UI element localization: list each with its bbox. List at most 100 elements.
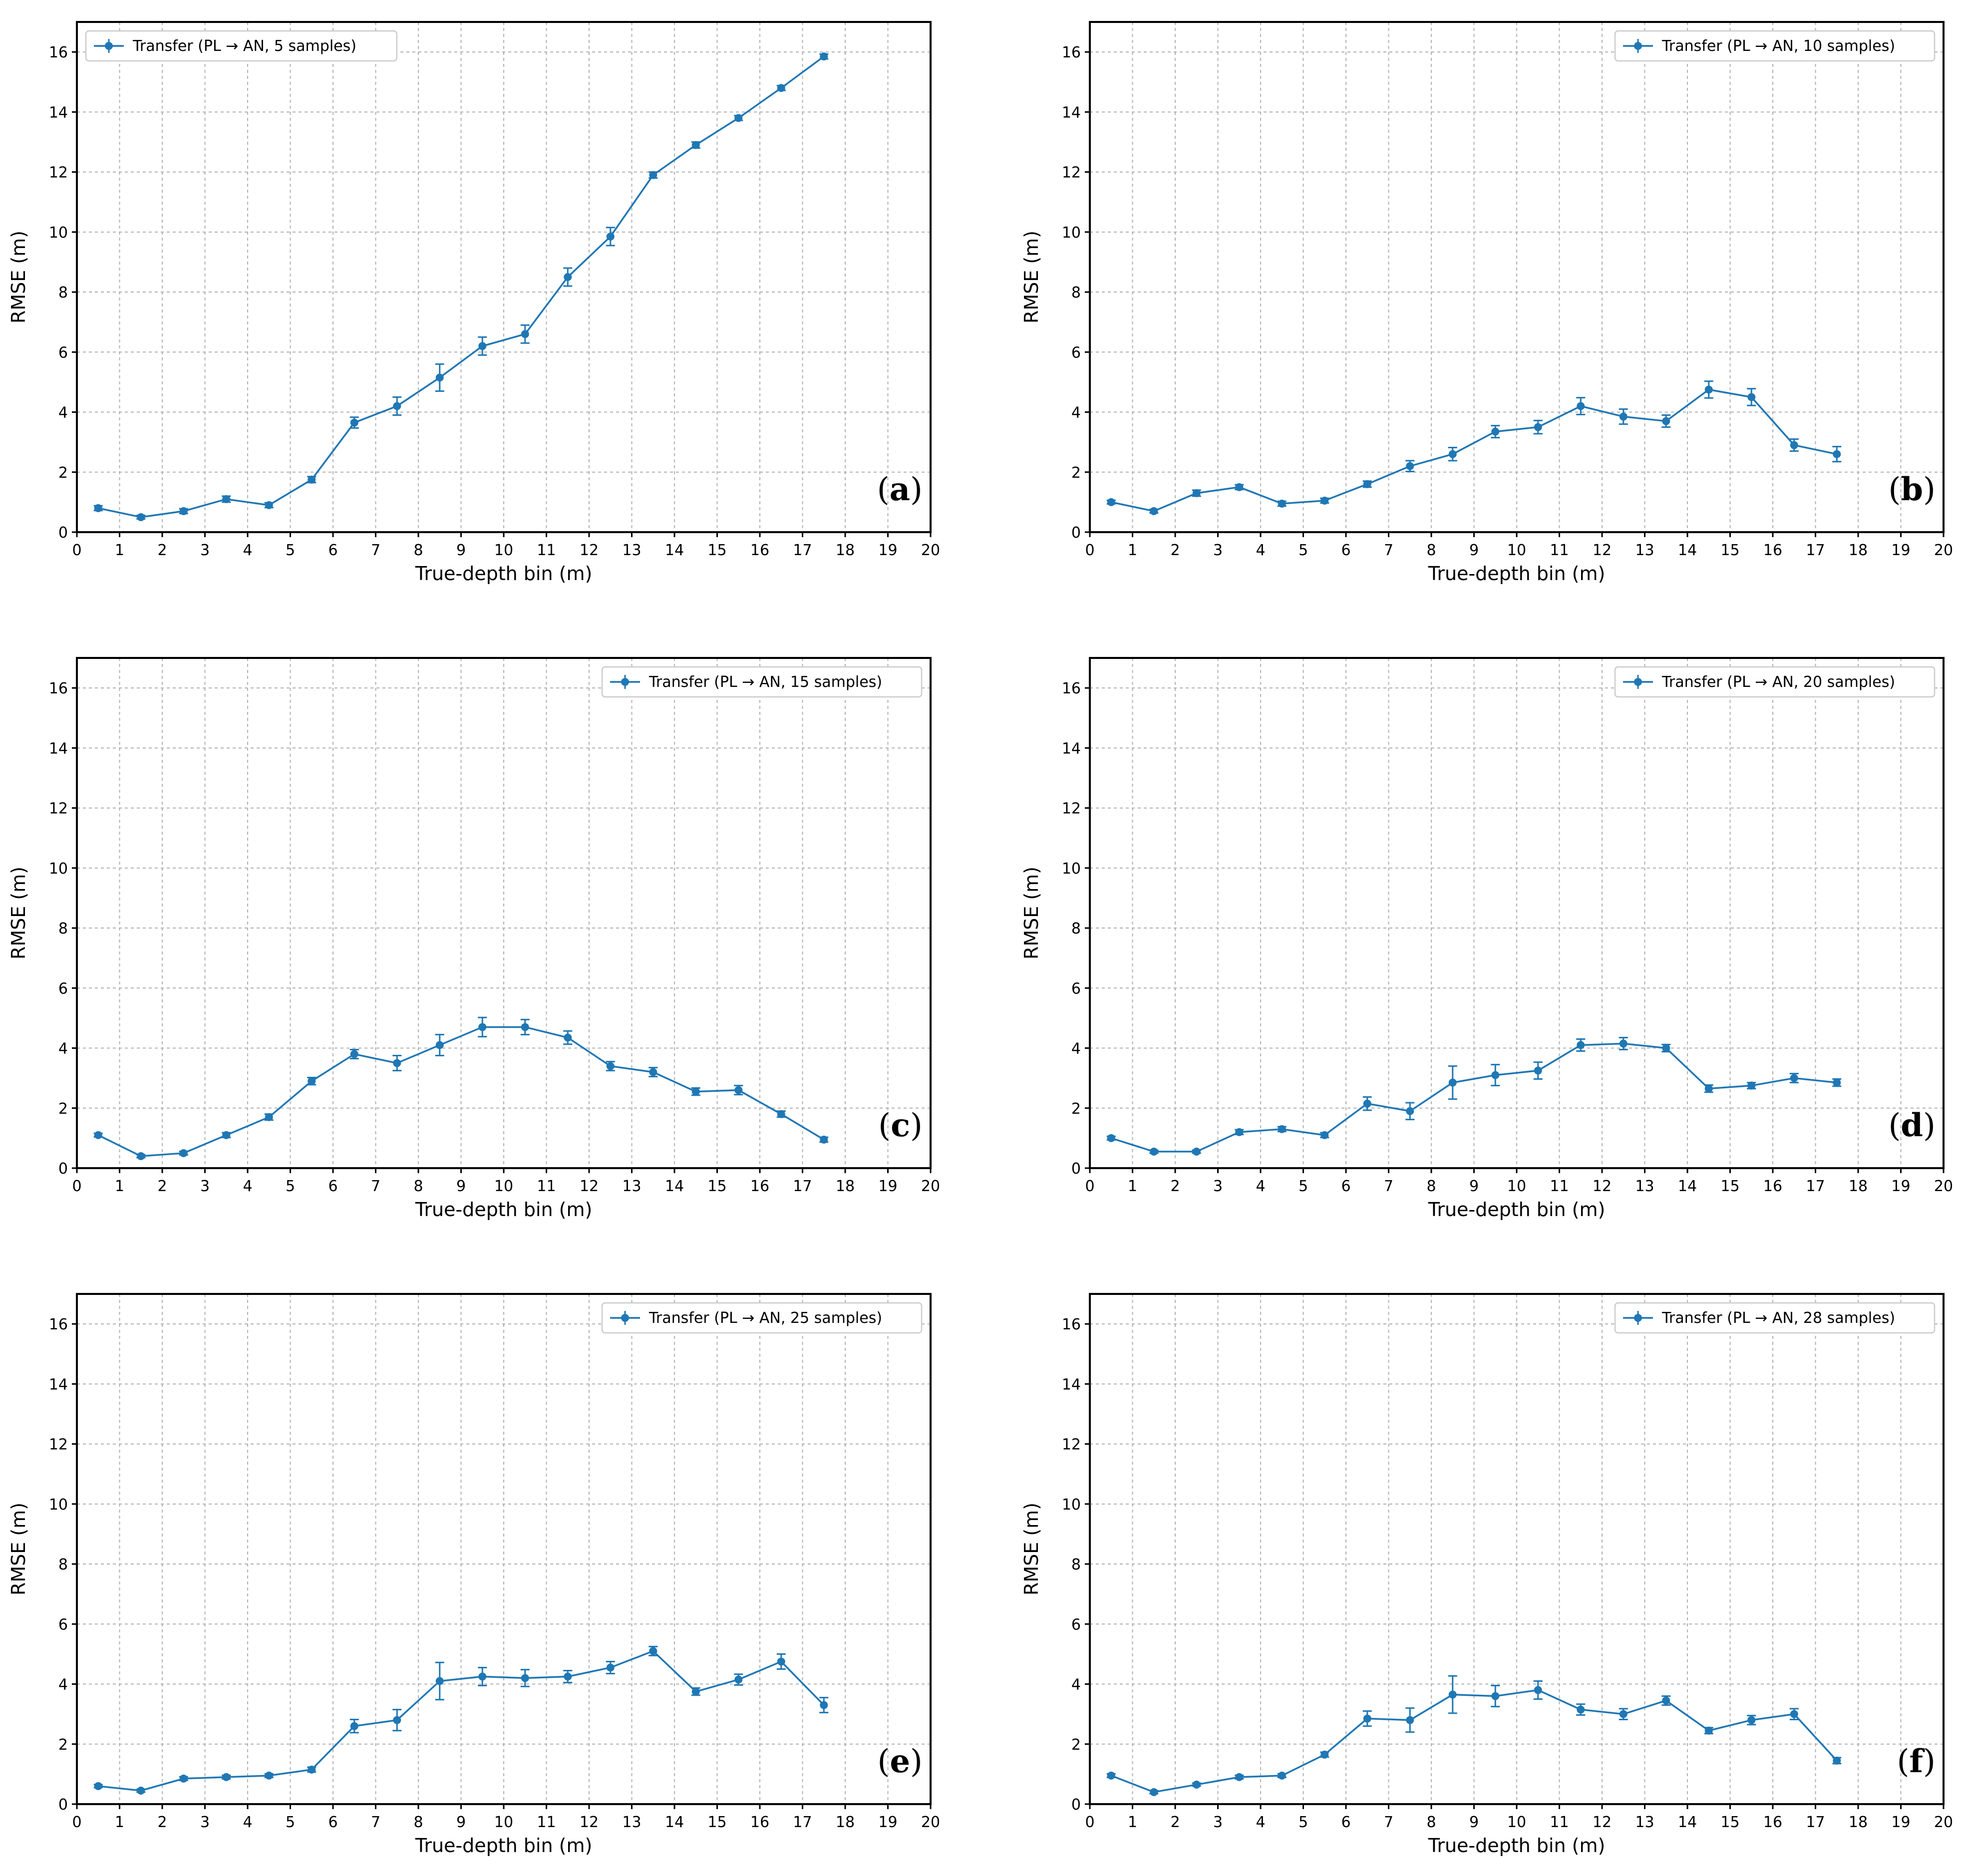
data-point [564,273,572,281]
legend-marker [105,42,113,50]
x-tick-label: 8 [1426,542,1436,559]
x-tick-label: 17 [793,1814,812,1831]
x-tick-label: 4 [1256,542,1265,559]
grid [1089,22,1944,533]
x-tick-label: 20 [1934,1178,1953,1195]
series [93,1016,829,1160]
data-point [1534,1066,1542,1075]
x-tick-label: 16 [750,1814,769,1831]
series-line [1111,1042,1837,1153]
data-point [350,1722,358,1730]
data-point [649,1068,657,1076]
x-axis-ticks: 0 1 2 3 4 5 6 7 8 9 10 11 12 13 14 15 16 17 18 19 20 [1085,1168,1953,1195]
x-tick-label: 7 [1384,542,1393,559]
data-point [691,141,700,149]
y-tick-label: 0 [1071,1160,1081,1178]
x-tick-label: 2 [157,1178,167,1195]
x-tick-label: 19 [1891,1178,1910,1195]
x-tick-label: 13 [1635,1178,1654,1195]
series-line [98,1650,825,1792]
x-tick-label: 10 [494,1178,513,1195]
y-tick-label: 16 [49,1316,68,1333]
y-tick-label: 14 [49,1376,68,1393]
x-tick-label: 9 [1469,542,1479,559]
y-axis-ticks: 0 2 4 6 8 10 12 14 16 [1062,44,1090,542]
data-point [1107,498,1115,506]
x-tick-label: 3 [200,1814,210,1831]
y-tick-label: 14 [1062,740,1081,757]
data-point [1491,1692,1500,1700]
data-point [1320,1750,1329,1759]
panel-f: 0 1 2 3 4 5 6 7 8 9 10 11 12 13 14 15 16 17 18 19 2002468101… [1020,1293,1953,1857]
data-point [1790,441,1798,449]
legend-marker [621,678,629,686]
data-point [606,1663,615,1672]
y-tick-label: 10 [1062,1496,1081,1514]
y-tick-label: 8 [1071,1556,1081,1573]
data-point [393,1059,401,1067]
x-tick-label: 6 [328,1814,337,1831]
data-point [777,1110,785,1118]
data-point [1363,480,1371,488]
x-tick-label: 0 [1085,542,1094,559]
x-tick-label: 17 [793,542,812,559]
data-point [1747,393,1756,401]
data-point [478,1672,487,1681]
data-point [137,1152,145,1160]
x-tick-label: 2 [1170,1814,1180,1831]
x-tick-label: 3 [1213,542,1223,559]
panel-c: 0 1 2 3 4 5 6 7 8 9 10 11 12 13 14 15 16 17 18 19 2002468101… [7,657,940,1221]
x-tick-label: 11 [1550,1814,1569,1831]
x-tick-label: 8 [1426,1814,1436,1831]
y-tick-label: 6 [1071,980,1081,997]
data-point [1192,1147,1201,1156]
y-tick-label: 12 [49,800,68,818]
y-axis-ticks: 0 2 4 6 8 10 12 14 16 [49,1316,77,1814]
data-point [1747,1081,1756,1090]
x-tick-label: 9 [1469,1178,1479,1195]
y-tick-label: 4 [58,404,68,422]
grid [1089,658,1944,1169]
y-tick-label: 10 [1062,860,1081,878]
x-tick-label: 2 [1170,1178,1180,1195]
data-point [478,1023,487,1031]
y-tick-label: 8 [1071,284,1081,302]
legend: Transfer (PL → AN, 5 samples) [85,30,398,62]
data-point [1150,1147,1158,1156]
data-point [1662,1696,1670,1705]
data-point [521,1023,529,1031]
x-axis-ticks: 0 1 2 3 4 5 6 7 8 9 10 11 12 13 14 15 16 17 18 19 20 [1085,1804,1953,1831]
legend-label: Transfer (PL → AN, 5 samples) [132,37,356,55]
x-tick-label: 16 [750,542,769,559]
x-tick-label: 3 [1213,1814,1223,1831]
y-tick-label: 2 [1071,1736,1081,1754]
x-tick-label: 9 [456,542,466,559]
legend-marker [1634,42,1642,50]
data-point [1619,1710,1628,1718]
y-axis-label: RMSE (m) [7,231,29,323]
x-tick-label: 4 [1256,1178,1265,1195]
y-tick-label: 0 [58,1160,68,1178]
data-point [734,1086,743,1094]
y-tick-label: 6 [1071,344,1081,361]
x-tick-label: 0 [72,542,81,559]
data-point [1235,1128,1244,1136]
x-tick-label: 19 [878,1814,897,1831]
x-tick-label: 17 [793,1178,812,1195]
data-point [1192,489,1201,497]
data-point [1619,412,1628,421]
series [1106,1036,1842,1156]
y-tick-label: 10 [49,860,68,878]
data-point [1790,1074,1798,1082]
data-point [1363,1714,1371,1723]
panel-d: 0 1 2 3 4 5 6 7 8 9 10 11 12 13 14 15 16 17 18 19 2002468101… [1020,657,1953,1221]
y-axis-label: RMSE (m) [7,1503,29,1595]
x-tick-label: 18 [836,542,855,559]
panel-tag: (a) [877,471,923,508]
y-tick-label: 10 [1062,224,1081,242]
y-tick-label: 6 [58,980,68,997]
data-point [1448,450,1457,458]
legend-label: Transfer (PL → AN, 20 samples) [1661,673,1895,691]
panel-tag: (b) [1888,471,1936,508]
x-axis-label: True-depth bin (m) [415,1835,593,1857]
